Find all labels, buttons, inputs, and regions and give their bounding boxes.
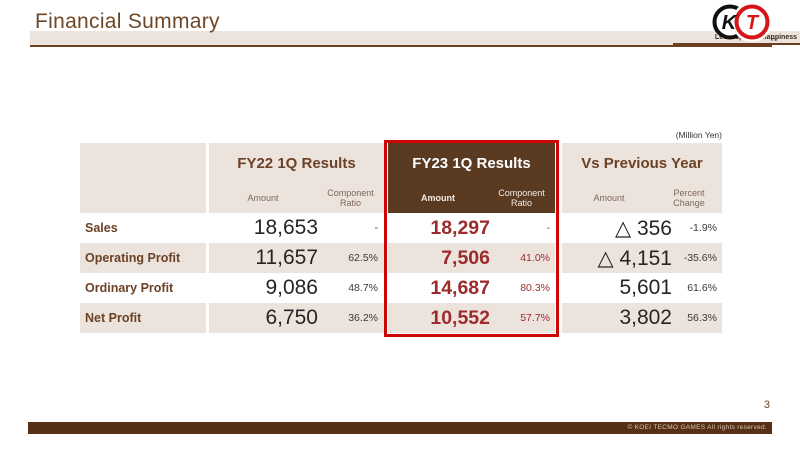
fy23-amount: 14,687 <box>430 276 490 299</box>
fy22-amount: 9,086 <box>265 276 318 299</box>
fy23-subheader-amount: Amount <box>421 192 455 203</box>
title-underline-band <box>30 31 772 47</box>
fy22-subheader-amount: Amount <box>247 192 279 203</box>
table-row: Sales 18,653 - 18,297 - △ 356 -1.9% <box>80 213 722 243</box>
column-gap <box>555 303 562 333</box>
fy23-cell: 18,297 - <box>388 213 555 243</box>
table-row: Ordinary Profit 9,086 48.7% 14,687 80.3%… <box>80 273 722 303</box>
header-cell-vs-previous-year: Vs Previous Year Amount Percent Change <box>562 143 722 213</box>
fy22-ratio: 62.5% <box>348 252 378 264</box>
fy23-ratio: - <box>546 222 551 234</box>
fy22-ratio: 36.2% <box>348 312 378 324</box>
vs-subheader-change-text: Percent Change <box>673 187 705 208</box>
fy23-ratio: 57.7% <box>520 312 550 324</box>
fy22-subheader-ratio-text: Component Ratio <box>327 187 374 208</box>
financial-table: FY22 1Q Results Amount Component Ratio F… <box>80 143 722 333</box>
footer-bar: © KOEI TECMO GAMES All rights reserved. <box>28 422 772 434</box>
fy22-cell: 9,086 48.7% <box>209 273 384 303</box>
page-number: 3 <box>763 399 770 411</box>
table-header-row: FY22 1Q Results Amount Component Ratio F… <box>80 143 722 213</box>
fy22-cell: 11,657 62.5% <box>209 243 384 273</box>
logo-trademark: TM <box>771 37 778 42</box>
fy22-amount: 6,750 <box>265 306 318 329</box>
fy22-subheader-ratio: Component Ratio <box>317 188 384 209</box>
logo-t-circle <box>734 4 770 40</box>
fy23-subheader-ratio: Component Ratio <box>488 188 555 209</box>
fy22-subheader-row: Amount Component Ratio <box>209 183 384 213</box>
vs-change: 61.6% <box>687 282 717 294</box>
header-cell-blank <box>80 143 206 213</box>
column-gap <box>555 243 562 273</box>
vs-subheader-change: Percent Change <box>656 188 722 209</box>
table-row: Operating Profit 11,657 62.5% 7,506 41.0… <box>80 243 722 273</box>
column-gap <box>555 213 562 243</box>
row-label: Sales <box>85 221 118 235</box>
fy23-ratio: 80.3% <box>520 282 550 294</box>
fy23-amount: 7,506 <box>441 246 490 269</box>
logo-k-letter: K <box>722 12 738 34</box>
fy23-cell: 7,506 41.0% <box>388 243 555 273</box>
vs-subheader-row: Amount Percent Change <box>562 183 722 213</box>
vs-amount: 3,802 <box>619 306 672 329</box>
vs-cell: 3,802 56.3% <box>562 303 722 333</box>
fy23-amount: 10,552 <box>430 306 490 329</box>
fy22-cell: 6,750 36.2% <box>209 303 384 333</box>
vs-amount: △ 4,151 <box>597 246 672 270</box>
column-gap <box>555 273 562 303</box>
vs-amount: △ 356 <box>614 216 672 240</box>
row-label: Ordinary Profit <box>85 281 174 295</box>
fy23-subheader-ratio-text: Component Ratio <box>498 187 545 208</box>
header-cell-fy23: FY23 1Q Results Amount Component Ratio <box>388 143 555 213</box>
fy23-amount: 18,297 <box>430 216 490 239</box>
vs-change: -1.9% <box>689 222 717 234</box>
fy22-amount: 18,653 <box>253 216 318 239</box>
fy23-cell: 14,687 80.3% <box>388 273 555 303</box>
unit-note: (Million Yen) <box>675 130 722 140</box>
vs-change: -35.6% <box>683 252 717 264</box>
table-row: Net Profit 6,750 36.2% 10,552 57.7% 3,80… <box>80 303 722 333</box>
fy23-subheader-row: Amount Component Ratio <box>388 183 555 213</box>
vs-group-title: Vs Previous Year <box>581 154 703 172</box>
vs-change: 56.3% <box>687 312 717 324</box>
fy23-group-title: FY23 1Q Results <box>412 154 531 172</box>
row-label: Net Profit <box>80 303 206 333</box>
vs-cell: △ 4,151 -35.6% <box>562 243 722 273</box>
page-title: Financial Summary <box>35 10 220 33</box>
row-label: Operating Profit <box>80 243 206 273</box>
fy22-group-title: FY22 1Q Results <box>237 154 356 172</box>
header-cell-fy22: FY22 1Q Results Amount Component Ratio <box>209 143 384 213</box>
fy22-ratio: 48.7% <box>348 282 378 294</box>
fy23-cell: 10,552 57.7% <box>388 303 555 333</box>
vs-cell: 5,601 61.6% <box>562 273 722 303</box>
vs-amount: 5,601 <box>619 276 672 299</box>
fy22-ratio: - <box>374 222 379 234</box>
logo-t-letter: T <box>746 12 760 34</box>
fy22-cell: 18,653 - <box>209 213 384 243</box>
fy23-ratio: 41.0% <box>520 252 550 264</box>
vs-subheader-amount: Amount <box>593 192 625 203</box>
copyright-text: © KOEI TECMO GAMES All rights reserved. <box>627 424 767 431</box>
koei-tecmo-logo: K T TM <box>712 2 778 42</box>
fy22-amount: 11,657 <box>255 246 318 269</box>
column-gap <box>555 143 562 213</box>
vs-cell: △ 356 -1.9% <box>562 213 722 243</box>
